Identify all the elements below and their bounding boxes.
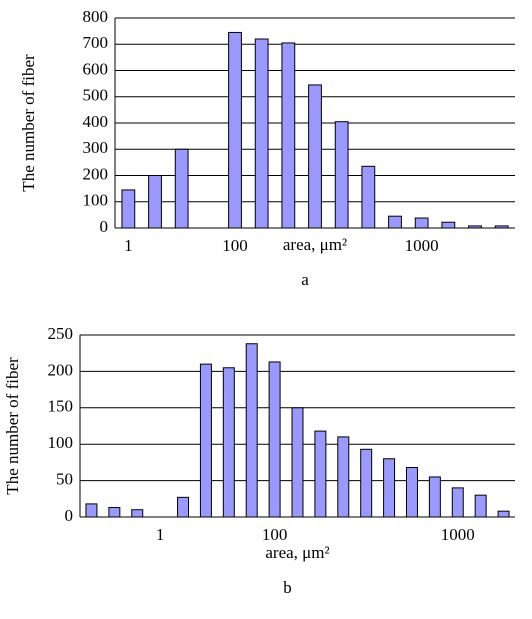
- bar: [268, 361, 281, 518]
- bar: [108, 507, 121, 518]
- bar: [177, 496, 190, 518]
- bar: [121, 189, 136, 229]
- y-tick-label: 100: [83, 191, 109, 210]
- bar: [497, 510, 510, 518]
- bar: [451, 487, 464, 518]
- bar: [468, 225, 482, 229]
- x-tick-label: 1: [156, 525, 165, 544]
- x-tick-label: 1: [124, 236, 133, 255]
- bar: [308, 84, 322, 229]
- bar: [254, 38, 269, 229]
- caption: a: [301, 270, 309, 289]
- x-axis-title: area, μm²: [283, 235, 347, 254]
- bar: [222, 367, 235, 518]
- y-tick-label: 0: [65, 506, 74, 525]
- caption: b: [283, 578, 292, 597]
- bar: [388, 215, 402, 229]
- bar: [405, 466, 418, 518]
- y-tick-label: 300: [83, 138, 109, 157]
- x-tick-label: 100: [222, 236, 248, 255]
- y-axis-title: The number of fiber: [3, 357, 22, 495]
- x-axis-title: area, μm²: [265, 543, 329, 562]
- y-tick-label: 200: [48, 360, 74, 379]
- y-tick-label: 800: [83, 7, 109, 26]
- bar: [245, 343, 258, 518]
- bar: [291, 407, 304, 518]
- bar: [361, 165, 376, 229]
- bar: [383, 458, 396, 518]
- x-tick-label: 1000: [405, 236, 439, 255]
- y-tick-label: 50: [56, 470, 73, 489]
- y-tick-label: 200: [83, 164, 109, 183]
- y-tick-label: 250: [48, 324, 74, 343]
- bar: [360, 448, 373, 518]
- y-axis-title: The number of fiber: [19, 54, 38, 192]
- y-tick-label: 150: [48, 397, 74, 416]
- y-tick-label: 600: [83, 59, 109, 78]
- bar: [414, 217, 429, 229]
- bar: [281, 42, 296, 229]
- y-tick-label: 0: [100, 217, 109, 236]
- x-tick-label: 1000: [441, 525, 475, 544]
- bar: [494, 225, 509, 229]
- bar: [228, 31, 242, 229]
- bar: [314, 430, 327, 518]
- bar: [174, 148, 189, 229]
- y-tick-label: 500: [83, 86, 109, 105]
- bar: [474, 494, 487, 518]
- bar: [148, 175, 162, 229]
- y-tick-label: 100: [48, 433, 74, 452]
- bar: [441, 221, 456, 229]
- bar: [131, 509, 144, 518]
- bar: [199, 363, 212, 518]
- bar: [334, 121, 349, 229]
- y-tick-label: 400: [83, 112, 109, 131]
- bar: [85, 503, 98, 518]
- bar: [337, 436, 350, 518]
- y-tick-label: 700: [83, 33, 109, 52]
- bar: [428, 476, 441, 518]
- x-tick-label: 100: [262, 525, 288, 544]
